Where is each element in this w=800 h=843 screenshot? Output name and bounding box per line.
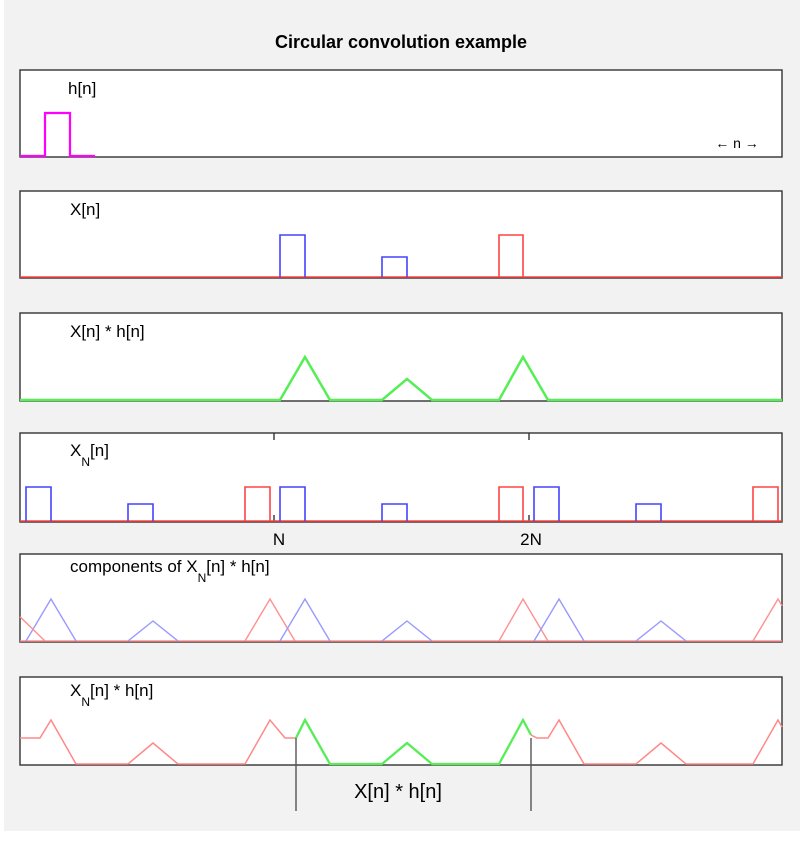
panel-conv-label: X[n] * h[n] <box>70 322 145 341</box>
component-tri-1 <box>25 597 77 642</box>
component-wrap-left <box>19 616 46 642</box>
panel-xn-label: XN[n] <box>70 441 109 469</box>
panel-components-frame <box>19 553 783 643</box>
component-tri-6 <box>498 597 549 642</box>
panel-components-traces <box>19 597 783 642</box>
panel-result-traces <box>20 717 783 766</box>
xn-pulse-6 <box>498 486 524 521</box>
panel-components-label: components of XN[n] * h[n] <box>70 557 270 585</box>
component-tri-2 <box>127 620 179 642</box>
conv-trace <box>20 354 782 402</box>
panel-h: h[n] ← n → <box>19 69 783 158</box>
panel-result-label: XN[n] * h[n] <box>70 681 153 709</box>
x-pulse-blue-1 <box>279 234 306 277</box>
panel-x: X[n] <box>19 190 783 279</box>
xn-pulse-4 <box>279 486 306 521</box>
panel-conv-traces <box>20 354 782 402</box>
panel-h-traces <box>20 111 95 158</box>
result-trace-left <box>20 718 296 765</box>
panel-x-label: X[n] <box>70 200 100 219</box>
xn-pulse-7 <box>533 486 560 521</box>
panel-h-label: h[n] <box>68 79 96 98</box>
component-tri-5 <box>381 620 433 642</box>
panel-h-frame <box>19 69 783 158</box>
xn-pulse-5 <box>381 503 408 521</box>
h-signal-trace <box>20 111 95 158</box>
panel-result-frame <box>19 676 783 766</box>
panel-result: XN[n] * h[n] <box>19 676 783 766</box>
panel-x-frame <box>19 190 783 279</box>
component-tri-4 <box>279 597 331 642</box>
xn-pulse-3 <box>244 486 271 521</box>
x-pulse-red-1 <box>498 234 524 277</box>
xn-pulse-2 <box>127 503 154 521</box>
n-axis-note: ← n → <box>715 135 759 151</box>
component-tri-3 <box>244 597 296 642</box>
component-tri-9 <box>752 597 783 642</box>
tick-label-n: N <box>273 530 285 549</box>
xn-pulse-8 <box>635 503 662 521</box>
xn-pulse-9 <box>752 486 779 521</box>
bottom-label: X[n] * h[n] <box>354 781 442 803</box>
panel-xn-traces <box>20 486 782 522</box>
x-pulse-blue-2 <box>381 256 408 277</box>
xn-pulse-1 <box>25 486 52 521</box>
result-trace-middle <box>294 717 533 766</box>
tick-label-2n: 2N <box>520 530 542 549</box>
panel-components: components of XN[n] * h[n] <box>19 553 783 643</box>
panel-x-traces <box>20 234 782 278</box>
component-tri-7 <box>533 597 585 642</box>
component-tri-8 <box>635 620 687 642</box>
panel-conv-frame <box>19 312 783 402</box>
panel-xn: XN[n] N 2N <box>19 432 783 549</box>
panel-conv: X[n] * h[n] <box>19 312 783 402</box>
panel-xn-frame <box>19 432 783 523</box>
figure-title: Circular convolution example <box>275 32 527 52</box>
result-trace-right <box>530 718 783 765</box>
